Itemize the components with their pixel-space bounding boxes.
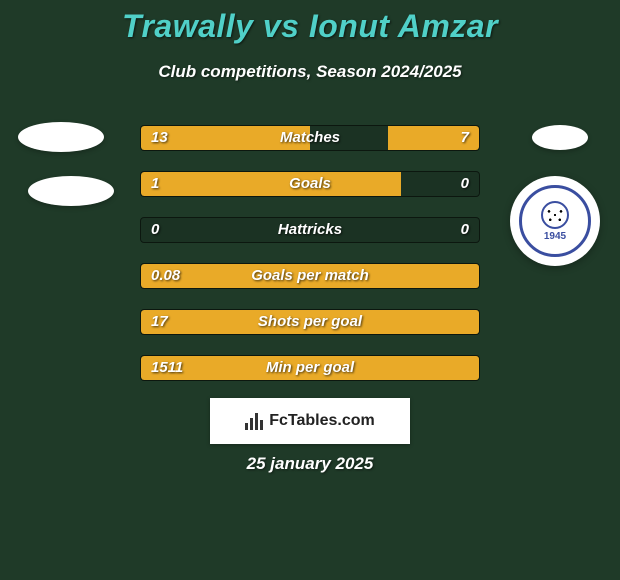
page-subtitle: Club competitions, Season 2024/2025 xyxy=(0,62,620,82)
stat-row: Hattricks0 0 xyxy=(140,217,480,243)
comparison-infographic: Trawally vs Ionut Amzar Club competition… xyxy=(0,0,620,580)
bar-fill-left xyxy=(141,172,401,196)
stat-value-right: 0 xyxy=(461,218,469,242)
bar-fill-left xyxy=(141,310,479,334)
bar-fill-right xyxy=(388,126,479,150)
ball-icon xyxy=(541,201,569,229)
stat-label: Hattricks xyxy=(141,218,479,242)
brand-badge: FcTables.com xyxy=(210,398,410,444)
stat-row: Shots per goal17 xyxy=(140,309,480,335)
page-title: Trawally vs Ionut Amzar xyxy=(0,8,620,45)
brand-name: FcTables.com xyxy=(269,412,375,430)
stat-row: Goals10 xyxy=(140,171,480,197)
stat-value-left: 0 xyxy=(151,218,159,242)
right-avatar-placeholder xyxy=(532,125,588,150)
stat-row: Goals per match0.08 xyxy=(140,263,480,289)
crest-inner: 1945 xyxy=(519,185,591,257)
crest-year: 1945 xyxy=(544,231,566,242)
comparison-bars: Matches137Goals10Hattricks00Goals per ma… xyxy=(140,125,480,401)
bar-fill-left xyxy=(141,264,479,288)
logo-bars-icon xyxy=(245,412,263,430)
bar-fill-left xyxy=(141,356,479,380)
left-avatar-placeholder xyxy=(28,176,114,206)
generated-date: 25 january 2025 xyxy=(0,454,620,474)
stat-value-right: 0 xyxy=(461,172,469,196)
stat-row: Matches137 xyxy=(140,125,480,151)
bar-fill-left xyxy=(141,126,310,150)
left-avatar-placeholder xyxy=(18,122,104,152)
club-crest: 1945 xyxy=(510,176,600,266)
stat-row: Min per goal1511 xyxy=(140,355,480,381)
